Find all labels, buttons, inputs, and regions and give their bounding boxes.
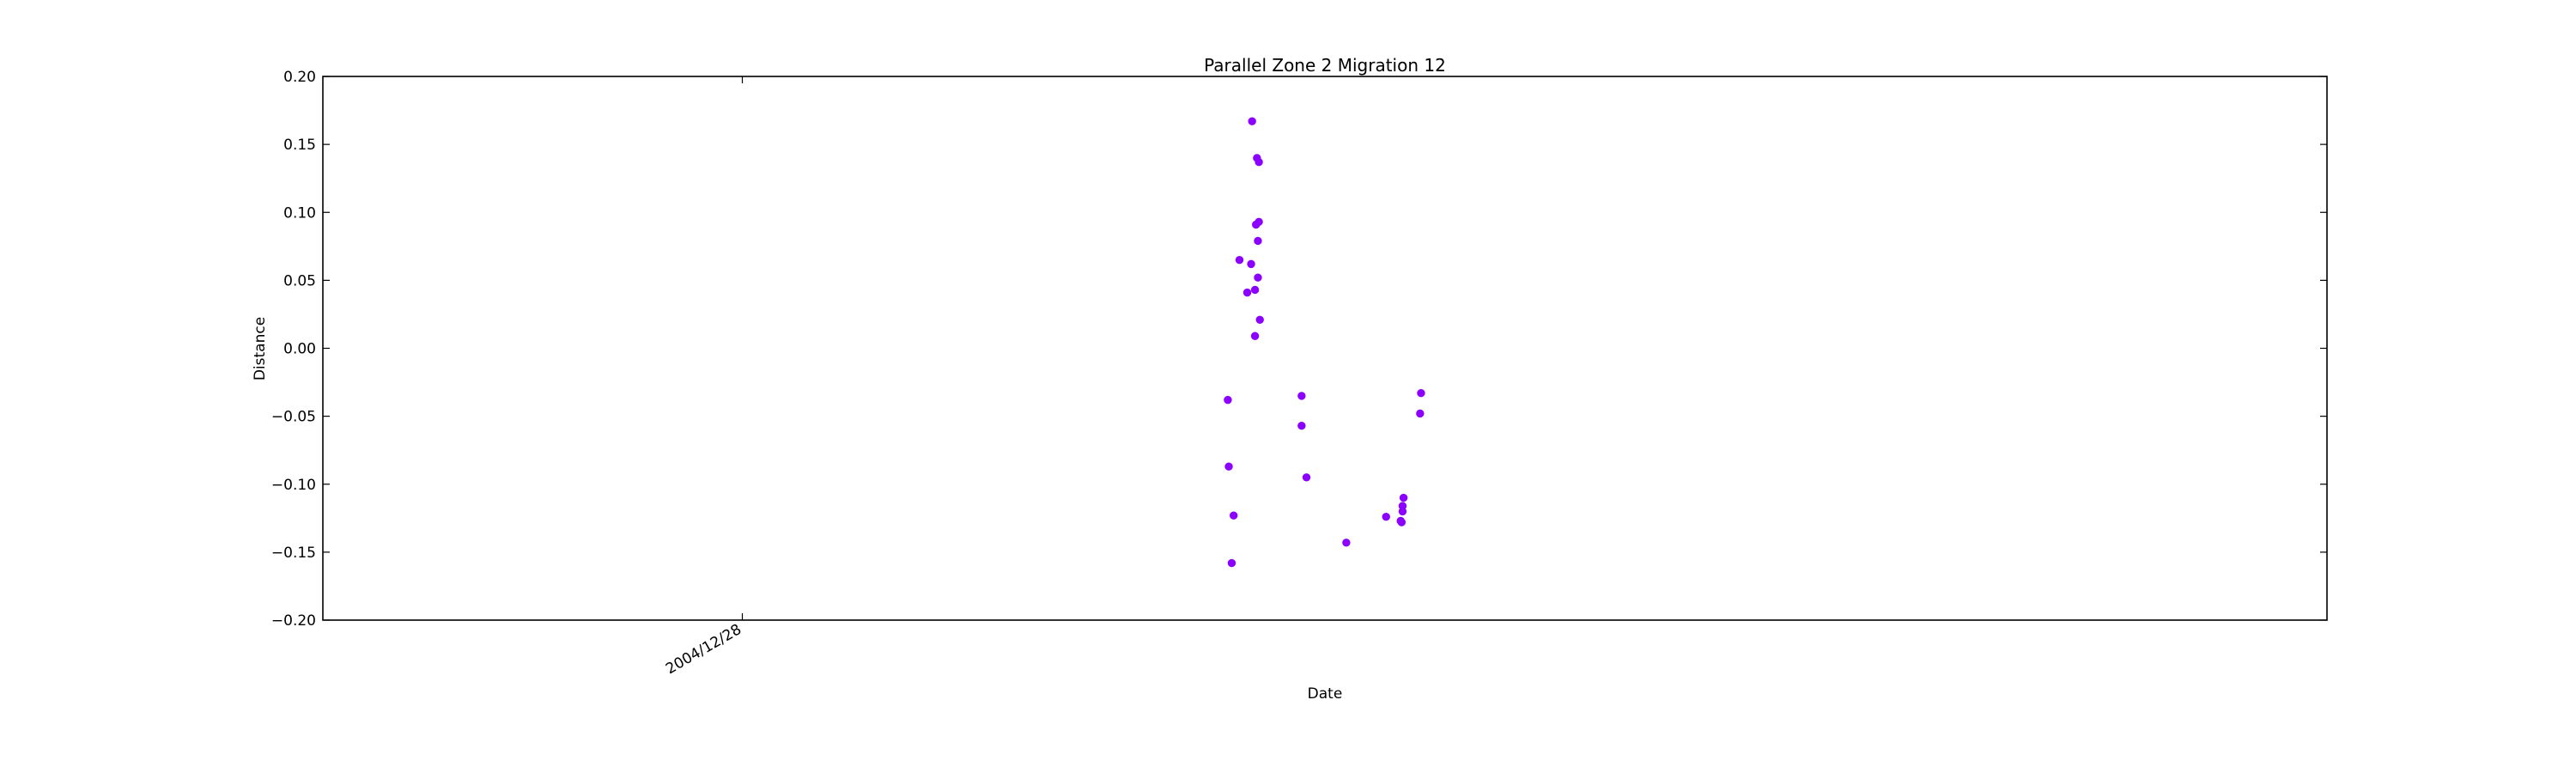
data-point <box>1224 395 1232 405</box>
data-point <box>1250 332 1260 340</box>
axes: 0.20 0.15 0.10 0.05 0.00 −0.05 −0.10 −0.15 −0.20… <box>271 69 2328 678</box>
y-tick-label: 0.00 <box>283 341 316 358</box>
data-point <box>1254 273 1262 282</box>
y-axis-label: Distance <box>252 317 269 380</box>
data-point <box>1224 462 1233 471</box>
data-point <box>1382 513 1390 521</box>
x-tick-label: 2004/12/28 <box>663 621 744 678</box>
chart-title: Parallel Zone 2 Migration 12 <box>1204 55 1446 76</box>
data-point <box>1417 389 1425 398</box>
data-point <box>1342 539 1351 547</box>
data-point <box>1242 288 1252 297</box>
data-point <box>1235 255 1244 265</box>
y-tick-label: 0.05 <box>283 272 316 289</box>
data-point <box>1297 422 1306 430</box>
data-point <box>1227 558 1236 568</box>
y-tick-label: −0.15 <box>271 545 316 562</box>
data-point <box>1230 511 1238 520</box>
data-point <box>1302 473 1311 482</box>
data-point <box>1247 259 1255 269</box>
data-point <box>1416 409 1425 418</box>
y-axis-ticks: 0.20 0.15 0.10 0.05 0.00 −0.05 −0.10 −0.15 −0.20 <box>271 69 2327 630</box>
data-point <box>1255 315 1264 324</box>
y-tick-label: −0.10 <box>271 477 316 494</box>
x-axis-label: Date <box>1308 685 1343 703</box>
data-point <box>1255 217 1263 227</box>
y-tick-label: 0.20 <box>283 69 316 86</box>
plot-area-frame <box>322 76 2328 621</box>
data-points <box>1224 117 1425 568</box>
data-point <box>1297 392 1306 400</box>
data-point <box>1399 493 1408 502</box>
y-tick-label: −0.20 <box>271 612 316 630</box>
data-point <box>1250 285 1260 295</box>
data-point <box>1248 117 1256 125</box>
y-tick-label: −0.05 <box>271 409 316 426</box>
data-point <box>1398 502 1407 510</box>
data-point <box>1255 157 1263 167</box>
y-tick-label: 0.15 <box>283 137 316 154</box>
y-tick-label: 0.10 <box>283 204 316 222</box>
data-point <box>1397 518 1406 526</box>
data-point <box>1254 236 1262 246</box>
